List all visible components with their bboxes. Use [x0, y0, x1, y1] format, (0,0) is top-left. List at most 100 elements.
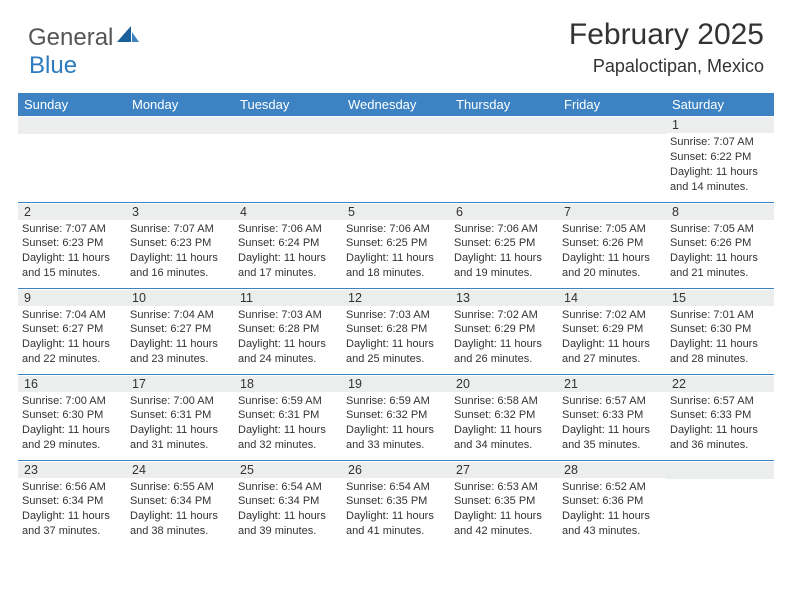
day-number — [452, 118, 459, 132]
daylight-text: Daylight: 11 hours and 37 minutes. — [22, 509, 122, 539]
sunset-text: Sunset: 6:35 PM — [454, 494, 554, 509]
location: Papaloctipan, Mexico — [569, 56, 764, 77]
day-details: Sunrise: 6:53 AMSunset: 6:35 PMDaylight:… — [454, 480, 554, 539]
sunset-text: Sunset: 6:28 PM — [238, 322, 338, 337]
day-number-row — [234, 117, 342, 134]
day-number: 27 — [452, 463, 470, 477]
daylight-text: Daylight: 11 hours and 34 minutes. — [454, 423, 554, 453]
day-number: 5 — [344, 205, 355, 219]
day-number-row: 11 — [234, 290, 342, 306]
sunset-text: Sunset: 6:25 PM — [454, 236, 554, 251]
day-header: Monday — [126, 93, 234, 116]
day-details: Sunrise: 7:06 AMSunset: 6:24 PMDaylight:… — [238, 222, 338, 281]
logo-text-general: General — [28, 24, 113, 52]
sunrise-text: Sunrise: 7:06 AM — [238, 222, 338, 237]
day-number: 25 — [236, 463, 254, 477]
daylight-text: Daylight: 11 hours and 23 minutes. — [130, 337, 230, 367]
sunrise-text: Sunrise: 7:07 AM — [22, 222, 122, 237]
daylight-text: Daylight: 11 hours and 14 minutes. — [670, 165, 770, 195]
sunrise-text: Sunrise: 6:57 AM — [670, 394, 770, 409]
calendar-table: SundayMondayTuesdayWednesdayThursdayFrid… — [18, 93, 774, 546]
sunset-text: Sunset: 6:31 PM — [238, 408, 338, 423]
sunset-text: Sunset: 6:34 PM — [22, 494, 122, 509]
day-number-row: 1 — [666, 117, 774, 133]
day-cell — [234, 116, 342, 202]
sunset-text: Sunset: 6:31 PM — [130, 408, 230, 423]
sunset-text: Sunset: 6:23 PM — [22, 236, 122, 251]
day-cell: 5Sunrise: 7:06 AMSunset: 6:25 PMDaylight… — [342, 202, 450, 288]
day-number: 11 — [236, 291, 253, 305]
day-number-row: 5 — [342, 204, 450, 220]
day-cell: 11 Sunrise: 7:03 AMSunset: 6:28 PMDayligh… — [234, 288, 342, 374]
day-details: Sunrise: 7:07 AMSunset: 6:22 PMDaylight:… — [670, 135, 770, 194]
sunrise-text: Sunrise: 7:06 AM — [454, 222, 554, 237]
day-number-row: 12 — [342, 290, 450, 306]
day-number-row: 17 — [126, 376, 234, 392]
day-number: 22 — [668, 377, 686, 391]
title-block: February 2025 Papaloctipan, Mexico — [569, 18, 764, 77]
sunset-text: Sunset: 6:36 PM — [562, 494, 662, 509]
daylight-text: Daylight: 11 hours and 20 minutes. — [562, 251, 662, 281]
sunset-text: Sunset: 6:30 PM — [22, 408, 122, 423]
day-number: 26 — [344, 463, 362, 477]
day-number: 28 — [560, 463, 578, 477]
day-number-row — [342, 117, 450, 134]
daylight-text: Daylight: 11 hours and 27 minutes. — [562, 337, 662, 367]
sunset-text: Sunset: 6:29 PM — [454, 322, 554, 337]
sunrise-text: Sunrise: 7:03 AM — [346, 308, 446, 323]
day-details: Sunrise: 7:02 AMSunset: 6:29 PMDaylight:… — [562, 308, 662, 367]
sunset-text: Sunset: 6:23 PM — [130, 236, 230, 251]
day-number: 7 — [560, 205, 571, 219]
day-number — [560, 118, 567, 132]
day-cell: 13Sunrise: 7:02 AMSunset: 6:29 PMDayligh… — [450, 288, 558, 374]
day-cell: 1 Sunrise: 7:07 AMSunset: 6:22 PMDaylight… — [666, 116, 774, 202]
day-cell: 15Sunrise: 7:01 AMSunset: 6:30 PMDayligh… — [666, 288, 774, 374]
day-cell: 22 Sunrise: 6:57 AMSunset: 6:33 PMDayligh… — [666, 374, 774, 460]
sunrise-text: Sunrise: 7:03 AM — [238, 308, 338, 323]
day-details: Sunrise: 7:02 AMSunset: 6:29 PMDaylight:… — [454, 308, 554, 367]
day-cell: 9Sunrise: 7:04 AMSunset: 6:27 PMDaylight… — [18, 288, 126, 374]
day-details: Sunrise: 6:57 AMSunset: 6:33 PMDaylight:… — [670, 394, 770, 453]
sunrise-text: Sunrise: 6:57 AM — [562, 394, 662, 409]
sunset-text: Sunset: 6:32 PM — [346, 408, 446, 423]
sunrise-text: Sunrise: 6:59 AM — [238, 394, 338, 409]
day-number — [668, 463, 675, 477]
day-number-row: 27 — [450, 462, 558, 478]
day-number: 3 — [128, 205, 139, 219]
daylight-text: Daylight: 11 hours and 31 minutes. — [130, 423, 230, 453]
daylight-text: Daylight: 11 hours and 36 minutes. — [670, 423, 770, 453]
week-row: 16 Sunrise: 7:00 AMSunset: 6:30 PM Dayligh… — [18, 374, 774, 460]
day-number-row: 25 — [234, 462, 342, 478]
day-number: 21 — [560, 377, 578, 391]
day-details: Sunrise: 6:55 AMSunset: 6:34 PMDaylight:… — [130, 480, 230, 539]
day-cell: 28Sunrise: 6:52 AMSunset: 6:36 PMDayligh… — [558, 460, 666, 546]
day-cell: 26 Sunrise: 6:54 AMSunset: 6:35 PMDayligh… — [342, 460, 450, 546]
week-row: 2Sunrise: 7:07 AMSunset: 6:23 PMDaylight… — [18, 202, 774, 288]
sunrise-text: Sunrise: 7:06 AM — [346, 222, 446, 237]
daylight-text: Daylight: 11 hours and 18 minutes. — [346, 251, 446, 281]
sunset-text: Sunset: 6:27 PM — [130, 322, 230, 337]
day-number-row — [666, 462, 774, 479]
day-details: Sunrise: 7:07 AMSunset: 6:23 PMDaylight:… — [22, 222, 122, 281]
daylight-text: Daylight: 11 hours and 15 minutes. — [22, 251, 122, 281]
day-number-row: 18 — [234, 376, 342, 392]
day-header: Saturday — [666, 93, 774, 116]
day-cell — [450, 116, 558, 202]
day-cell — [126, 116, 234, 202]
day-number: 16 — [20, 377, 38, 391]
day-details: Sunrise: 6:54 AMSunset: 6:35 PMDaylight:… — [346, 480, 446, 539]
daylight-text: Daylight: 11 hours and 24 minutes. — [238, 337, 338, 367]
sunrise-text: Sunrise: 7:00 AM — [22, 394, 122, 409]
day-cell: 25Sunrise: 6:54 AMSunset: 6:34 PMDayligh… — [234, 460, 342, 546]
logo-blue-wrapper: Blue — [28, 52, 77, 80]
day-cell: 7Sunrise: 7:05 AMSunset: 6:26 PMDaylight… — [558, 202, 666, 288]
sunrise-text: Sunrise: 6:54 AM — [346, 480, 446, 495]
day-cell: 19Sunrise: 6:59 AMSunset: 6:32 PMDayligh… — [342, 374, 450, 460]
day-number: 8 — [668, 205, 679, 219]
sunrise-text: Sunrise: 6:55 AM — [130, 480, 230, 495]
sunset-text: Sunset: 6:33 PM — [670, 408, 770, 423]
day-number: 23 — [20, 463, 38, 477]
day-header: Wednesday — [342, 93, 450, 116]
sunrise-text: Sunrise: 7:04 AM — [130, 308, 230, 323]
day-number — [128, 118, 135, 132]
